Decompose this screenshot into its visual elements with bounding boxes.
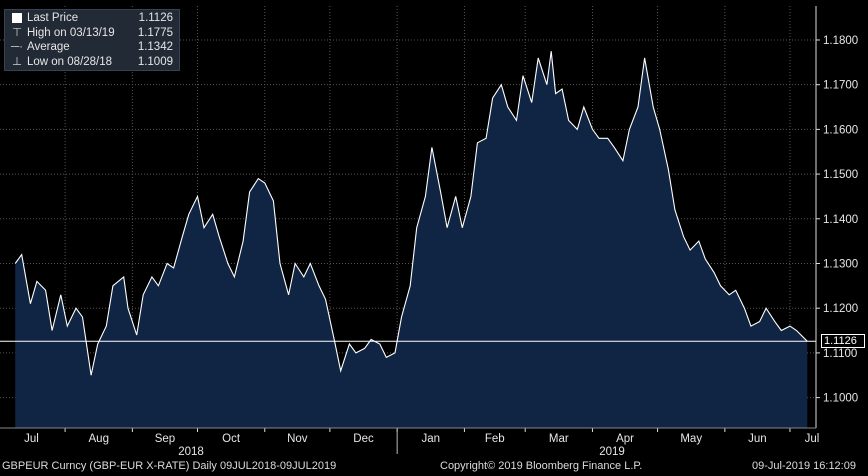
y-tick-label: 1.1500 [823,169,858,181]
average-marker-icon: ─· [11,41,23,53]
price-axis: 1.1000 1.1100 1.1200 1.1300 1.1400 1.1500 1.16… [815,6,858,428]
legend-low: ⊥ Low on 08/28/18 1.1009 [12,55,175,70]
legend-average-label: Average [27,41,70,53]
legend-low-label: Low on 08/28/18 [27,55,113,68]
time-axis: Jul Aug Sep Oct Nov Dec Jan Feb Mar Apr May Jun Jul 2… [0,427,820,458]
month-label: Apr [616,433,634,445]
y-tick-label: 1.1200 [823,303,858,315]
legend-last-price-label: Last Price [27,12,79,24]
year-label: 2018 [178,446,204,458]
month-label: Jan [422,433,441,445]
price-area-fill [15,51,808,428]
y-tick-label: 1.1300 [823,258,858,270]
y-tick-label: 1.1600 [823,124,858,136]
month-label: Jun [748,433,767,445]
legend-high-label: High on 03/13/19 [27,26,115,39]
legend: Last Price 1.1126 ⊤ High on 03/13/19 1.1… [4,9,180,71]
legend-high: ⊤ High on 03/13/19 1.1775 [12,26,175,41]
month-label: Dec [353,433,374,445]
month-label: Jul [24,433,39,445]
legend-low-value: 1.1009 [137,55,173,68]
y-tick-label: 1.1400 [823,214,858,226]
month-label: Nov [287,433,308,445]
copyright-notice: Copyright© 2019 Bloomberg Finance L.P. [440,460,643,472]
month-label: May [680,433,702,445]
year-label: 2019 [599,446,625,458]
month-label: Mar [549,433,569,445]
y-tick-label: 1.1100 [823,348,857,360]
y-tick-label: 1.1800 [823,35,858,47]
legend-swatch-icon [10,11,24,28]
legend-high-value: 1.1775 [137,26,173,39]
month-label: Oct [222,433,241,445]
legend-last-price-value: 1.1126 [138,12,173,24]
price-line [14,51,808,376]
month-label: Feb [485,433,505,445]
month-label: Sep [155,433,175,445]
low-marker-icon: ⊥ [11,55,23,68]
security-description: GBPEUR Curncy (GBP-EUR X-RATE) Daily 09J… [2,460,337,472]
legend-average: ─· Average 1.1342 [11,40,175,55]
timestamp: 09-Jul-2019 16:12:09 [752,460,856,472]
high-marker-icon: ⊤ [11,26,23,39]
month-label: Jul [805,433,820,445]
y-tick-label: 1.1000 [823,393,858,405]
last-price-tag: 1.1126 [821,334,865,348]
y-tick-label: 1.1700 [823,80,858,92]
legend-average-value: 1.1342 [137,41,173,53]
legend-last-price: Last Price 1.1126 [12,11,175,26]
month-label: Aug [89,433,109,445]
